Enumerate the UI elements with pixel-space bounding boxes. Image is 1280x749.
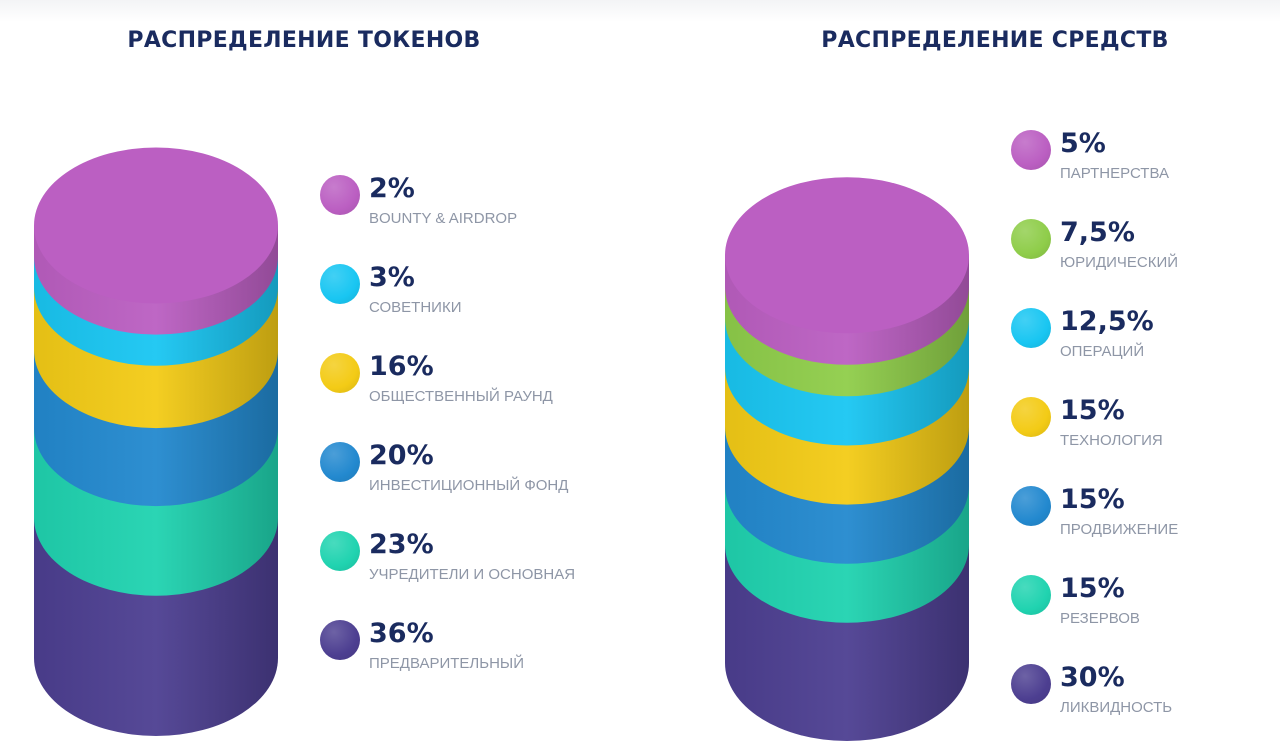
tokens-legend-label: УЧРЕДИТЕЛИ И ОСНОВНАЯ <box>369 566 576 583</box>
funds-legend-value: 7,5% <box>1060 217 1135 248</box>
funds-legend-dot <box>1011 397 1051 437</box>
funds-legend-label: ТЕХНОЛОГИЯ <box>1060 432 1163 449</box>
tokens-legend-value: 20% <box>369 440 434 471</box>
tokens-legend-dot <box>320 353 360 393</box>
funds-legend-label: РЕЗЕРВОВ <box>1060 610 1140 627</box>
funds-legend-label: ЮРИДИЧЕСКИЙ <box>1060 254 1179 271</box>
funds-legend-value: 15% <box>1060 484 1125 515</box>
funds-legend-label: ОПЕРАЦИЙ <box>1060 343 1145 360</box>
funds-legend-dot <box>1011 130 1051 170</box>
funds-cylinder-chart <box>725 177 969 741</box>
tokens-legend-label: BOUNTY & AIRDROP <box>369 210 518 227</box>
tokens-legend-dot <box>320 620 360 660</box>
tokens-legend-value: 3% <box>369 262 415 293</box>
funds-legend-dot <box>1011 219 1051 259</box>
funds-legend-value: 5% <box>1060 128 1106 159</box>
funds-legend-value: 30% <box>1060 662 1125 693</box>
tokens-cylinder-chart <box>34 147 278 736</box>
tokens-legend-dot <box>320 264 360 304</box>
funds-chart-title: РАСПРЕДЕЛЕНИЕ СРЕДСТВ <box>821 28 1169 53</box>
tokens-legend-label: СОВЕТНИКИ <box>369 299 462 316</box>
funds-slice-top <box>725 177 969 334</box>
funds-legend-value: 15% <box>1060 573 1125 604</box>
tokens-legend-dot <box>320 442 360 482</box>
funds-legend-label: ПРОДВИЖЕНИЕ <box>1060 521 1179 538</box>
tokens-legend-value: 2% <box>369 173 415 204</box>
tokens-chart-title: РАСПРЕДЕЛЕНИЕ ТОКЕНОВ <box>127 28 481 53</box>
funds-legend-value: 15% <box>1060 395 1125 426</box>
funds-legend-dot <box>1011 486 1051 526</box>
funds-legend-dot <box>1011 308 1051 348</box>
tokens-legend-dot <box>320 175 360 215</box>
top-bar <box>0 0 1280 22</box>
tokens-legend-value: 16% <box>369 351 434 382</box>
tokens-slice-top <box>34 147 278 304</box>
funds-legend-value: 12,5% <box>1060 306 1154 337</box>
tokens-legend-dot <box>320 531 360 571</box>
tokens-legend-value: 36% <box>369 618 434 649</box>
funds-legend-label: ЛИКВИДНОСТЬ <box>1060 699 1173 716</box>
tokens-legend-label: ИНВЕСТИЦИОННЫЙ ФОНД <box>369 477 569 494</box>
tokens-legend-label: ПРЕДВАРИТЕЛЬНЫЙ <box>369 655 524 672</box>
tokens-legend-label: ОБЩЕСТВЕННЫЙ РАУНД <box>369 388 553 405</box>
funds-legend-dot <box>1011 575 1051 615</box>
funds-legend-dot <box>1011 664 1051 704</box>
tokens-legend-value: 23% <box>369 529 434 560</box>
funds-legend-label: ПАРТНЕРСТВА <box>1060 165 1169 182</box>
